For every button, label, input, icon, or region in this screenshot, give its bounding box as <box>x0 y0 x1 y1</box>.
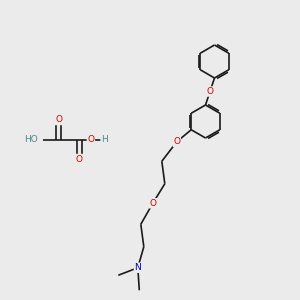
Text: O: O <box>55 116 62 124</box>
Text: H: H <box>101 135 108 144</box>
Text: O: O <box>206 87 214 96</box>
Text: O: O <box>76 154 83 164</box>
Text: HO: HO <box>24 135 38 144</box>
Text: O: O <box>149 199 156 208</box>
Text: N: N <box>134 263 141 272</box>
Text: O: O <box>173 137 180 146</box>
Text: O: O <box>87 135 94 144</box>
